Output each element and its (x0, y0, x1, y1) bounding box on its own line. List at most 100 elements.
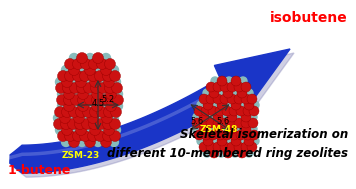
Circle shape (111, 77, 120, 87)
Circle shape (88, 130, 99, 142)
Circle shape (249, 113, 257, 121)
Circle shape (241, 142, 251, 152)
Circle shape (197, 101, 205, 109)
Circle shape (73, 59, 84, 70)
Circle shape (101, 112, 112, 123)
Circle shape (59, 112, 70, 123)
Text: 5.2: 5.2 (101, 95, 114, 105)
Circle shape (73, 70, 84, 81)
Circle shape (88, 70, 99, 81)
Circle shape (217, 149, 225, 157)
Circle shape (194, 106, 204, 116)
Circle shape (105, 83, 115, 94)
Circle shape (99, 90, 109, 98)
Circle shape (58, 70, 68, 81)
Circle shape (69, 53, 79, 63)
Circle shape (231, 136, 241, 146)
Circle shape (237, 88, 247, 98)
Circle shape (63, 101, 74, 112)
Circle shape (234, 82, 244, 92)
Circle shape (78, 94, 89, 105)
Circle shape (100, 136, 111, 147)
Circle shape (64, 70, 75, 81)
Circle shape (104, 77, 115, 88)
Circle shape (105, 94, 116, 105)
Circle shape (199, 94, 209, 104)
Circle shape (206, 82, 216, 92)
Circle shape (236, 130, 246, 140)
Circle shape (111, 83, 122, 94)
Circle shape (99, 94, 110, 105)
Circle shape (208, 130, 218, 140)
Circle shape (94, 66, 103, 74)
Circle shape (105, 101, 116, 112)
Text: 5.6: 5.6 (191, 116, 204, 125)
Circle shape (84, 94, 95, 105)
Circle shape (215, 130, 225, 140)
Circle shape (110, 66, 119, 74)
Circle shape (91, 94, 103, 105)
Circle shape (110, 119, 120, 129)
Circle shape (63, 94, 74, 105)
Circle shape (227, 94, 237, 104)
Circle shape (56, 83, 67, 94)
Circle shape (213, 82, 223, 92)
Circle shape (96, 106, 108, 118)
Circle shape (98, 83, 109, 94)
Circle shape (99, 101, 109, 111)
Circle shape (75, 125, 87, 136)
Circle shape (215, 106, 225, 116)
Circle shape (221, 125, 229, 133)
Circle shape (197, 137, 205, 145)
Circle shape (84, 77, 93, 87)
Circle shape (220, 82, 230, 92)
Circle shape (227, 124, 237, 134)
Circle shape (211, 137, 219, 145)
Circle shape (114, 101, 122, 111)
Circle shape (220, 142, 230, 152)
Circle shape (84, 83, 94, 94)
Circle shape (239, 101, 247, 109)
Circle shape (56, 125, 64, 135)
Circle shape (229, 106, 239, 116)
Circle shape (77, 53, 88, 64)
Circle shape (110, 130, 120, 142)
Circle shape (199, 142, 209, 152)
Circle shape (105, 88, 116, 99)
Circle shape (69, 77, 79, 87)
Circle shape (84, 64, 95, 75)
Circle shape (234, 142, 244, 152)
Circle shape (82, 119, 93, 129)
Polygon shape (14, 53, 294, 177)
Circle shape (62, 66, 70, 74)
Circle shape (80, 59, 91, 70)
Circle shape (241, 94, 251, 104)
Text: Skeletal isomerization on: Skeletal isomerization on (180, 128, 348, 140)
Circle shape (203, 89, 211, 97)
Circle shape (247, 94, 257, 104)
Circle shape (105, 59, 115, 70)
Circle shape (234, 118, 244, 128)
Circle shape (96, 59, 108, 70)
Circle shape (208, 106, 218, 116)
Circle shape (201, 130, 211, 140)
Circle shape (94, 138, 103, 146)
Circle shape (227, 142, 237, 152)
Circle shape (100, 64, 111, 75)
Circle shape (68, 64, 79, 75)
Circle shape (84, 136, 95, 147)
Circle shape (199, 124, 209, 134)
Circle shape (217, 76, 227, 86)
Circle shape (103, 119, 114, 129)
Circle shape (91, 101, 103, 112)
Circle shape (209, 88, 219, 98)
Circle shape (112, 94, 124, 105)
Circle shape (111, 125, 120, 135)
Circle shape (73, 112, 84, 123)
Circle shape (245, 89, 253, 97)
Circle shape (243, 106, 253, 116)
Circle shape (199, 118, 209, 128)
Circle shape (251, 101, 259, 109)
Circle shape (203, 136, 213, 146)
Circle shape (207, 125, 215, 133)
